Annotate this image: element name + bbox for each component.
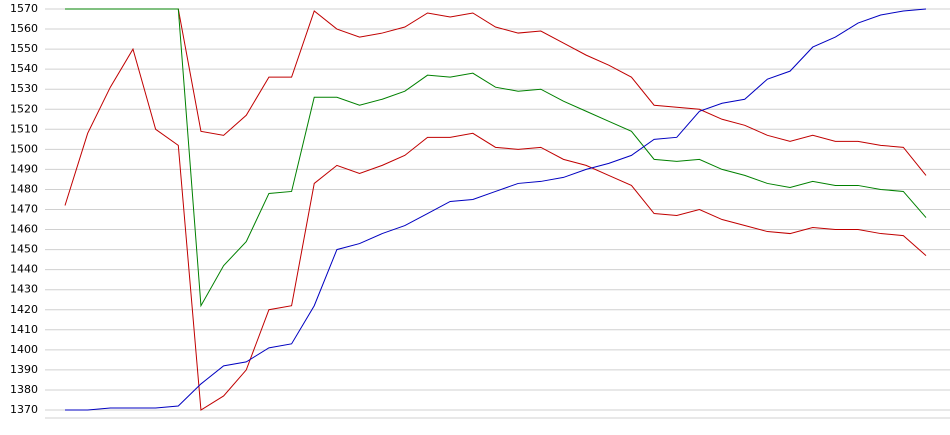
y-tick-label: 1540	[10, 62, 38, 75]
y-tick-label: 1460	[10, 223, 38, 236]
y-tick-label: 1520	[10, 102, 38, 115]
y-tick-label: 1370	[10, 403, 38, 416]
series-line	[65, 8, 927, 411]
y-tick-label: 1570	[10, 2, 38, 15]
y-tick-label: 1510	[10, 122, 38, 135]
y-tick-label: 1560	[10, 22, 38, 35]
y-tick-label: 1410	[10, 323, 38, 336]
series-line	[65, 8, 927, 308]
y-tick-label: 1490	[10, 162, 38, 175]
y-tick-label: 1500	[10, 142, 38, 155]
y-tick-label: 1390	[10, 363, 38, 376]
y-tick-label: 1430	[10, 283, 38, 296]
series-line	[65, 8, 927, 176]
y-tick-label: 1380	[10, 383, 38, 396]
y-tick-label: 1480	[10, 182, 38, 195]
y-tick-label: 1470	[10, 203, 38, 216]
series-line	[64, 47, 927, 411]
y-tick-label: 1420	[10, 303, 38, 316]
y-tick-label: 1550	[10, 42, 38, 55]
y-tick-label: 1530	[10, 82, 38, 95]
y-tick-label: 1440	[10, 263, 38, 276]
y-tick-label: 1400	[10, 343, 38, 356]
y-tick-label: 1450	[10, 243, 38, 256]
